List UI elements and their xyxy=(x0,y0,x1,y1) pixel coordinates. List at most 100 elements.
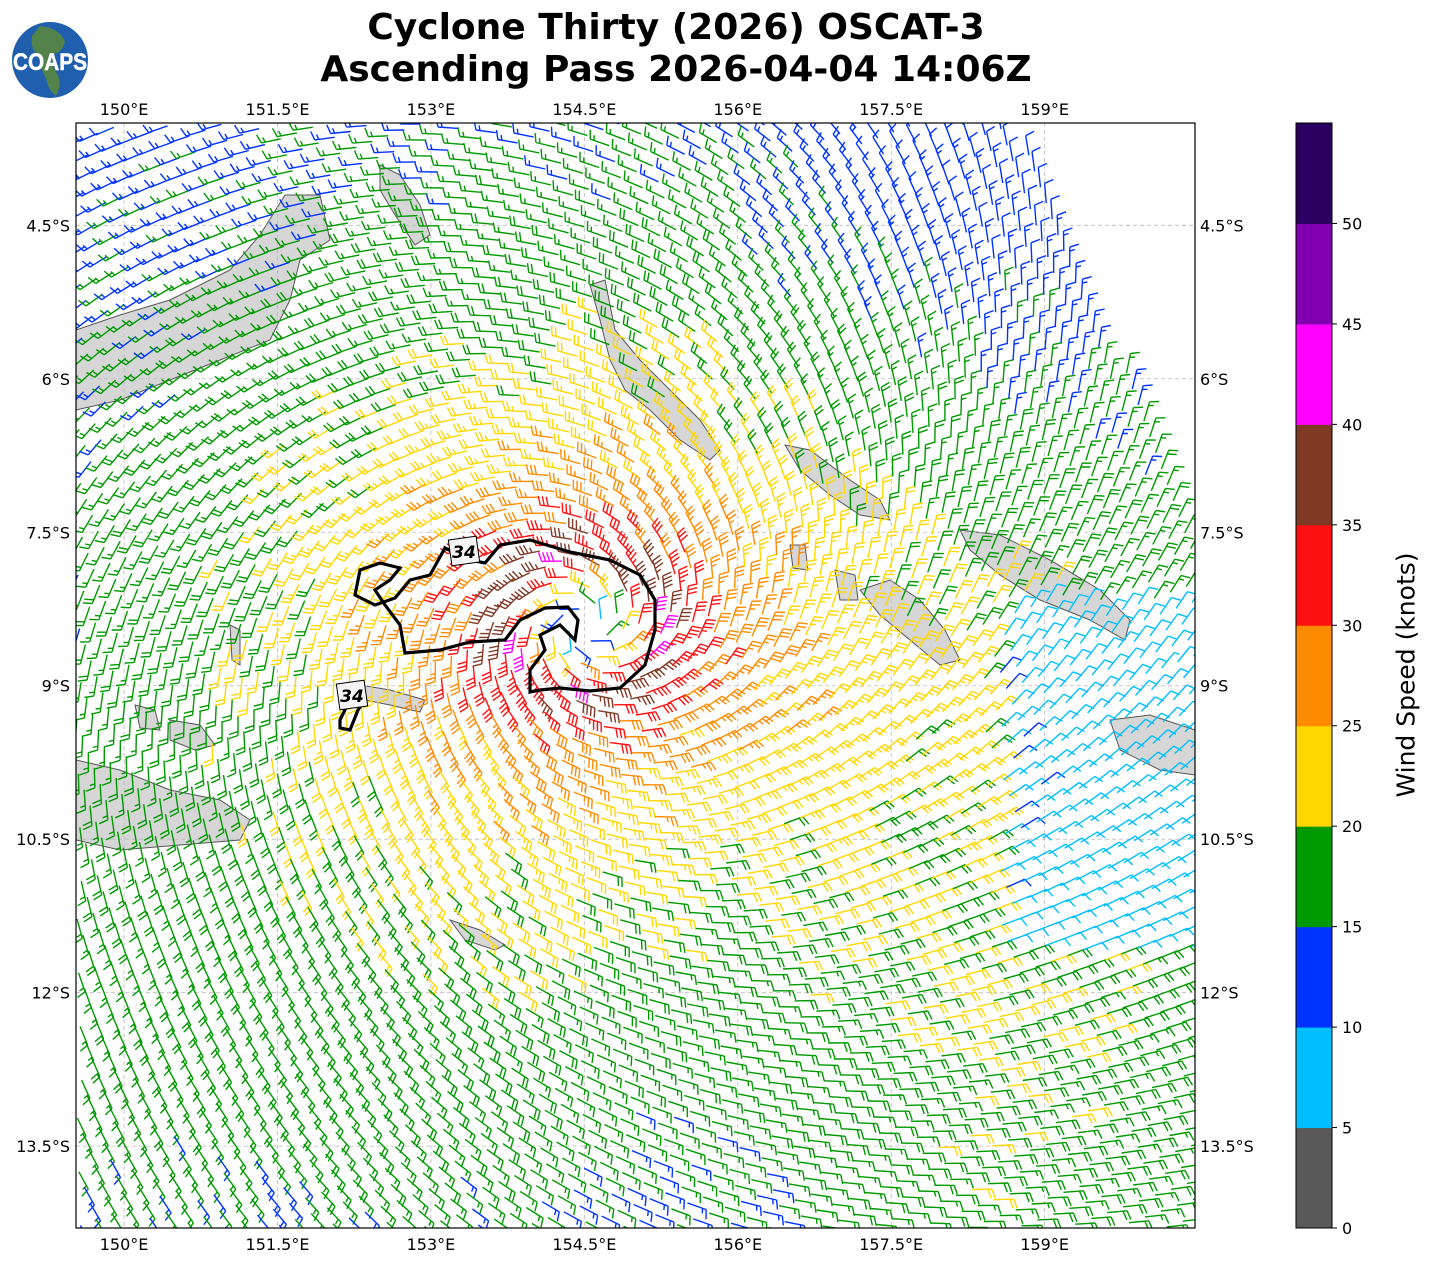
wind-barb xyxy=(226,402,252,416)
wind-barb xyxy=(1066,539,1086,558)
wind-barb xyxy=(408,146,432,157)
wind-barb xyxy=(644,621,665,640)
wind-barb xyxy=(231,218,257,228)
wind-barb xyxy=(1056,765,1082,779)
wind-barb xyxy=(212,721,223,745)
wind-barb xyxy=(762,188,779,212)
wind-barb xyxy=(1077,720,1101,736)
wind-barb xyxy=(840,377,850,403)
wind-barb xyxy=(111,335,137,350)
wind-barb xyxy=(105,1197,118,1223)
wind-barb xyxy=(388,931,403,956)
wind-barb xyxy=(604,1123,624,1143)
wind-barb xyxy=(1099,1139,1125,1150)
lon-tick-label: 151.5°E xyxy=(246,100,310,119)
wind-barb xyxy=(682,1041,704,1057)
wind-barb xyxy=(732,1077,754,1092)
wind-barb xyxy=(436,913,453,937)
wind-barb xyxy=(928,1168,953,1179)
wind-barb xyxy=(394,1146,411,1170)
wind-barb xyxy=(591,523,610,545)
wind-barb xyxy=(368,1173,385,1198)
wind-barb xyxy=(691,601,708,623)
wind-barb xyxy=(756,172,773,196)
wind-barb xyxy=(360,220,386,231)
wind-barb xyxy=(1193,653,1195,657)
wind-barb xyxy=(288,767,299,793)
wind-barb xyxy=(490,1111,509,1133)
wind-barb xyxy=(325,328,352,338)
wind-barb xyxy=(1110,763,1135,778)
wind-barb xyxy=(1136,531,1156,551)
wind-barb xyxy=(387,877,401,903)
wind-barb xyxy=(112,831,122,857)
wind-barb xyxy=(474,583,499,600)
wind-barb xyxy=(526,862,545,884)
wind-barb xyxy=(111,1213,122,1228)
wind-barb xyxy=(254,428,279,442)
wind-barb xyxy=(1056,1119,1081,1130)
wind-barb xyxy=(446,149,470,162)
wind-barb xyxy=(189,840,199,866)
wind-barb xyxy=(553,234,575,250)
wind-barb xyxy=(415,1102,432,1126)
wind-barb xyxy=(635,711,661,722)
wind-barb xyxy=(390,505,416,518)
wind-barb xyxy=(816,1009,841,1020)
wind-barb xyxy=(647,232,667,253)
wind-barb xyxy=(714,827,740,838)
wind-barb xyxy=(620,1118,640,1137)
wind-barb xyxy=(645,685,672,697)
wind-barb xyxy=(167,921,177,948)
lon-tick-label: 153°E xyxy=(407,1235,456,1254)
wind-barb xyxy=(1043,882,1070,893)
wind-barb xyxy=(117,939,128,965)
wind-barb xyxy=(352,1179,369,1204)
wind-barb xyxy=(766,766,792,777)
wind-barb xyxy=(525,808,543,830)
wind-barb xyxy=(228,456,253,472)
wind-barb xyxy=(374,990,389,1015)
wind-barb xyxy=(175,808,186,834)
wind-barb xyxy=(853,598,871,618)
wind-barb xyxy=(306,1051,320,1077)
wind-barb xyxy=(786,719,811,733)
wind-barb xyxy=(181,182,208,192)
wind-barb xyxy=(679,933,703,947)
wind-barb xyxy=(369,829,381,855)
wind-barb xyxy=(655,1014,676,1031)
wind-barb xyxy=(474,917,492,941)
wind-barb xyxy=(873,1116,897,1127)
wind-barb xyxy=(979,1056,1004,1067)
wind-barb xyxy=(486,949,504,972)
wind-barb xyxy=(319,459,345,472)
wind-barb xyxy=(1005,1028,1031,1039)
wind-barb xyxy=(654,595,668,618)
wind-barb xyxy=(501,145,524,160)
wind-barb xyxy=(145,561,165,581)
wind-barb xyxy=(625,935,647,951)
wind-barb xyxy=(1099,935,1125,945)
wind-barb xyxy=(326,1008,340,1033)
wind-barb xyxy=(693,660,717,677)
wind-barb xyxy=(384,489,410,502)
wind-barb xyxy=(509,215,531,230)
wind-barb xyxy=(1009,1192,1034,1203)
wind-barb xyxy=(676,1025,698,1040)
wind-barb xyxy=(359,760,370,786)
wind-barb xyxy=(609,516,627,539)
wind-barb xyxy=(393,207,418,218)
wind-barb xyxy=(1087,1107,1113,1118)
wind-barb xyxy=(503,997,522,1019)
wind-barb xyxy=(485,408,510,419)
wind-barb xyxy=(553,1033,572,1054)
wind-barb xyxy=(328,233,354,244)
wind-barb xyxy=(1159,1153,1185,1164)
wind-barb xyxy=(254,649,270,672)
wind-barb xyxy=(89,325,115,340)
wind-barb xyxy=(187,1221,193,1228)
wind-barb xyxy=(646,465,663,489)
wind-barb xyxy=(469,471,495,482)
wind-barb xyxy=(669,955,692,970)
wind-barb xyxy=(720,1045,743,1059)
